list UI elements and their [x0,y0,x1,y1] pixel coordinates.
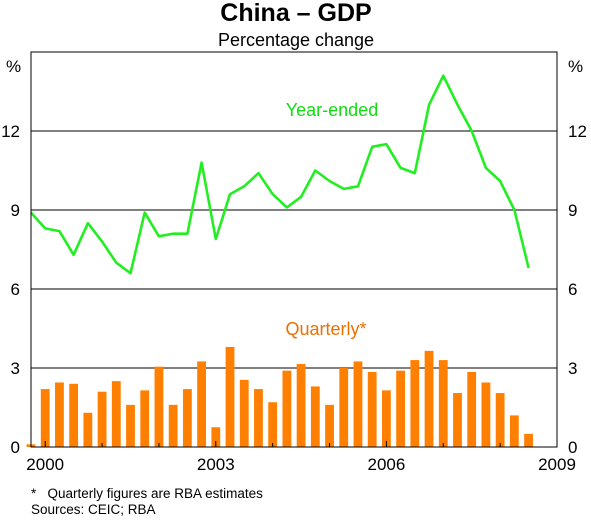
x-tick-2000: 2000 [26,455,64,474]
quarterly-bar-12 [197,361,207,447]
quarterly-bar-3 [69,383,79,447]
footnote-quarterly: * Quarterly figures are RBA estimates [31,486,263,501]
quarterly-bar-7 [126,404,135,447]
footnote-sources: Sources: CEIC; RBA [31,502,156,517]
quarterly-bar-20 [310,386,320,447]
quarterly-bar-22 [339,368,349,447]
year-ended-line [30,74,530,275]
gridlines [31,130,557,369]
quarterly-bar-16 [254,389,263,447]
annotation-quarterly: Quarterly* [285,319,366,339]
y-tick-left-9: 9 [11,201,20,220]
quarterly-bar-19 [296,364,306,447]
year-ended-line-group [30,74,530,275]
quarterly-bar-34 [509,415,519,447]
quarterly-bar-30 [453,393,462,447]
y-tick-right-12: 12 [568,122,587,141]
x-tick-2003: 2003 [197,455,235,474]
quarterly-bar-21 [325,404,334,447]
quarterly-bar-11 [182,389,192,447]
quarterly-bar-24 [367,371,377,447]
quarterly-bar-18 [282,370,292,447]
y-axis-unit-left: % [6,57,21,76]
quarterly-bar-28 [424,350,434,447]
y-tick-labels-right: 0 3 6 9 12 [568,122,587,457]
quarterly-bar-35 [524,433,533,447]
quarterly-bar-6 [111,381,121,447]
y-tick-left-0: 0 [11,438,20,457]
y-tick-left-6: 6 [11,280,20,299]
x-tick-2006: 2006 [367,455,405,474]
quarterly-bar-25 [381,390,391,447]
chart-subtitle: Percentage change [218,30,374,50]
y-tick-labels-left: 0 3 6 9 12 [1,122,20,457]
quarterly-bar-33 [495,393,505,447]
quarterly-bar-5 [97,391,107,447]
quarterly-bar-29 [438,360,448,447]
quarterly-bar-1 [40,389,50,447]
quarterly-bar-13 [211,427,221,447]
quarterly-bar-10 [168,404,178,447]
quarterly-bar-27 [410,360,420,447]
quarterly-bar-15 [239,379,249,447]
quarterly-bar-31 [467,371,477,447]
quarterly-bar-4 [83,412,93,447]
chart-title: China – GDP [220,0,371,27]
y-tick-right-6: 6 [568,280,577,299]
y-tick-right-0: 0 [568,438,577,457]
quarterly-bars [26,346,533,447]
plot-frame [30,51,558,448]
y-tick-right-3: 3 [568,359,577,378]
quarterly-bar-17 [268,402,278,447]
quarterly-bar-8 [140,390,150,447]
annotation-year-ended: Year-ended [286,100,378,120]
quarterly-bar-32 [481,382,491,447]
y-tick-right-9: 9 [568,201,577,220]
quarterly-bar-9 [154,366,164,447]
y-axis-unit-right: % [568,57,583,76]
y-tick-left-3: 3 [11,359,20,378]
y-tick-left-12: 12 [1,122,20,141]
quarterly-bar-14 [225,346,235,447]
quarterly-bar-26 [396,370,406,447]
quarterly-bar-23 [353,361,363,447]
quarterly-bar-2 [55,382,64,447]
x-tick-labels: 2000 2003 2006 2009 [26,441,576,474]
x-tick-2009: 2009 [538,455,576,474]
